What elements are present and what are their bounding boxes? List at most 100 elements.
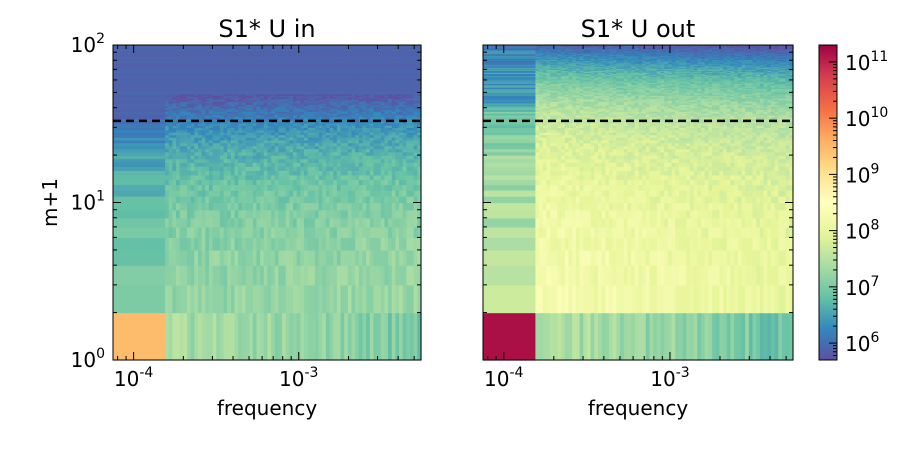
heatmap-cell — [260, 101, 265, 104]
heatmap-cell — [263, 312, 269, 361]
heatmap-cell — [274, 284, 280, 314]
heatmap-cell — [282, 209, 287, 219]
heatmap-cell — [369, 137, 375, 141]
heatmap-cell — [325, 166, 331, 171]
heatmap-cell — [362, 99, 367, 102]
heatmap-cell — [369, 118, 375, 122]
heatmap-cell — [263, 195, 269, 204]
heatmap-cell — [179, 105, 184, 109]
heatmap-cell — [314, 209, 320, 219]
heatmap-cell — [296, 122, 301, 126]
heatmap-cell — [293, 129, 298, 133]
heatmap-cell — [355, 151, 360, 156]
heatmap-cell — [410, 120, 415, 124]
heatmap-cell — [271, 158, 276, 163]
heatmap-cell — [318, 226, 323, 239]
heatmap-cell — [201, 88, 206, 91]
heatmap-cell — [234, 98, 239, 101]
heatmap-cell — [216, 217, 221, 228]
heatmap-cell — [413, 93, 418, 96]
heatmap-cell — [197, 98, 203, 101]
heatmap-cell — [260, 114, 265, 118]
heatmap-cell — [219, 137, 225, 141]
heatmap-cell — [318, 105, 323, 109]
heatmap-cell — [216, 111, 221, 114]
heatmap-cell — [377, 105, 382, 109]
heatmap-cell — [336, 265, 342, 286]
heatmap-cell — [267, 122, 272, 126]
heatmap-cell — [282, 114, 287, 118]
heatmap-cell — [384, 104, 389, 107]
heatmap-cell — [278, 105, 283, 109]
heatmap-cell — [216, 137, 221, 141]
heatmap-cell — [395, 142, 400, 147]
heatmap-cell — [380, 134, 386, 138]
heatmap-cell — [399, 179, 404, 186]
heatmap-cell — [344, 312, 349, 361]
heatmap-cell — [227, 104, 232, 107]
heatmap-cell — [314, 79, 320, 82]
heatmap-cell — [208, 142, 214, 147]
heatmap-cell — [406, 87, 411, 90]
heatmap-cell — [190, 226, 195, 239]
heatmap-cell — [234, 125, 239, 128]
heatmap-cell — [373, 102, 378, 105]
heatmap-cell — [245, 217, 250, 228]
heatmap-cell — [282, 190, 287, 197]
heatmap-cell — [205, 109, 210, 112]
heatmap-cell — [194, 184, 199, 191]
heatmap-cell — [377, 195, 382, 204]
heatmap-cell — [369, 237, 375, 251]
heatmap-cell — [234, 237, 239, 251]
heatmap-cell — [249, 174, 254, 181]
heatmap-cell — [172, 113, 177, 116]
heatmap-cell — [377, 284, 382, 314]
heatmap-cell — [201, 93, 206, 96]
heatmap-cell — [402, 170, 407, 176]
heatmap-cell — [208, 265, 214, 286]
heatmap-cell — [351, 132, 356, 136]
heatmap-cell — [223, 195, 228, 204]
heatmap-cell — [201, 102, 206, 105]
heatmap-cell — [413, 104, 418, 107]
heatmap-cell — [362, 170, 367, 176]
heatmap-cell — [285, 82, 290, 85]
heatmap-cell — [358, 170, 364, 176]
heatmap-cell — [336, 99, 342, 102]
heatmap-cell — [322, 139, 327, 144]
heatmap-cell — [289, 99, 294, 102]
heatmap-cell — [176, 148, 181, 153]
heatmap-cell — [369, 84, 375, 87]
heatmap-cell — [230, 101, 236, 104]
heatmap-cell — [344, 88, 349, 91]
heatmap-cell — [322, 114, 327, 118]
heatmap-cell — [168, 139, 173, 144]
heatmap-cell — [380, 91, 386, 94]
heatmap-cell — [263, 132, 269, 136]
heatmap-cell — [417, 99, 422, 102]
heatmap-cell — [172, 122, 177, 126]
heatmap-cell — [187, 83, 192, 86]
heatmap-cell — [391, 137, 397, 141]
heatmap-cell — [366, 114, 371, 118]
heatmap-cell — [187, 155, 192, 160]
heatmap-cell — [212, 195, 217, 204]
heatmap-cell — [187, 312, 192, 361]
heatmap-cell — [241, 190, 247, 197]
heatmap-cell — [384, 134, 389, 138]
heatmap-cell — [205, 88, 210, 91]
heatmap-cell — [219, 148, 225, 153]
heatmap-cell — [227, 174, 232, 181]
heatmap-cell — [282, 249, 287, 266]
heatmap-cell — [300, 89, 305, 92]
heatmap-cell — [172, 195, 177, 204]
heatmap-cell — [325, 116, 331, 120]
heatmap-cell — [282, 81, 287, 83]
heatmap-cell — [347, 109, 353, 112]
heatmap-cell — [377, 92, 382, 95]
heatmap-cell — [219, 116, 225, 120]
heatmap-cell — [358, 120, 364, 124]
heatmap-cell — [318, 84, 323, 87]
heatmap-cell — [355, 105, 360, 109]
heatmap-cell — [190, 237, 195, 251]
